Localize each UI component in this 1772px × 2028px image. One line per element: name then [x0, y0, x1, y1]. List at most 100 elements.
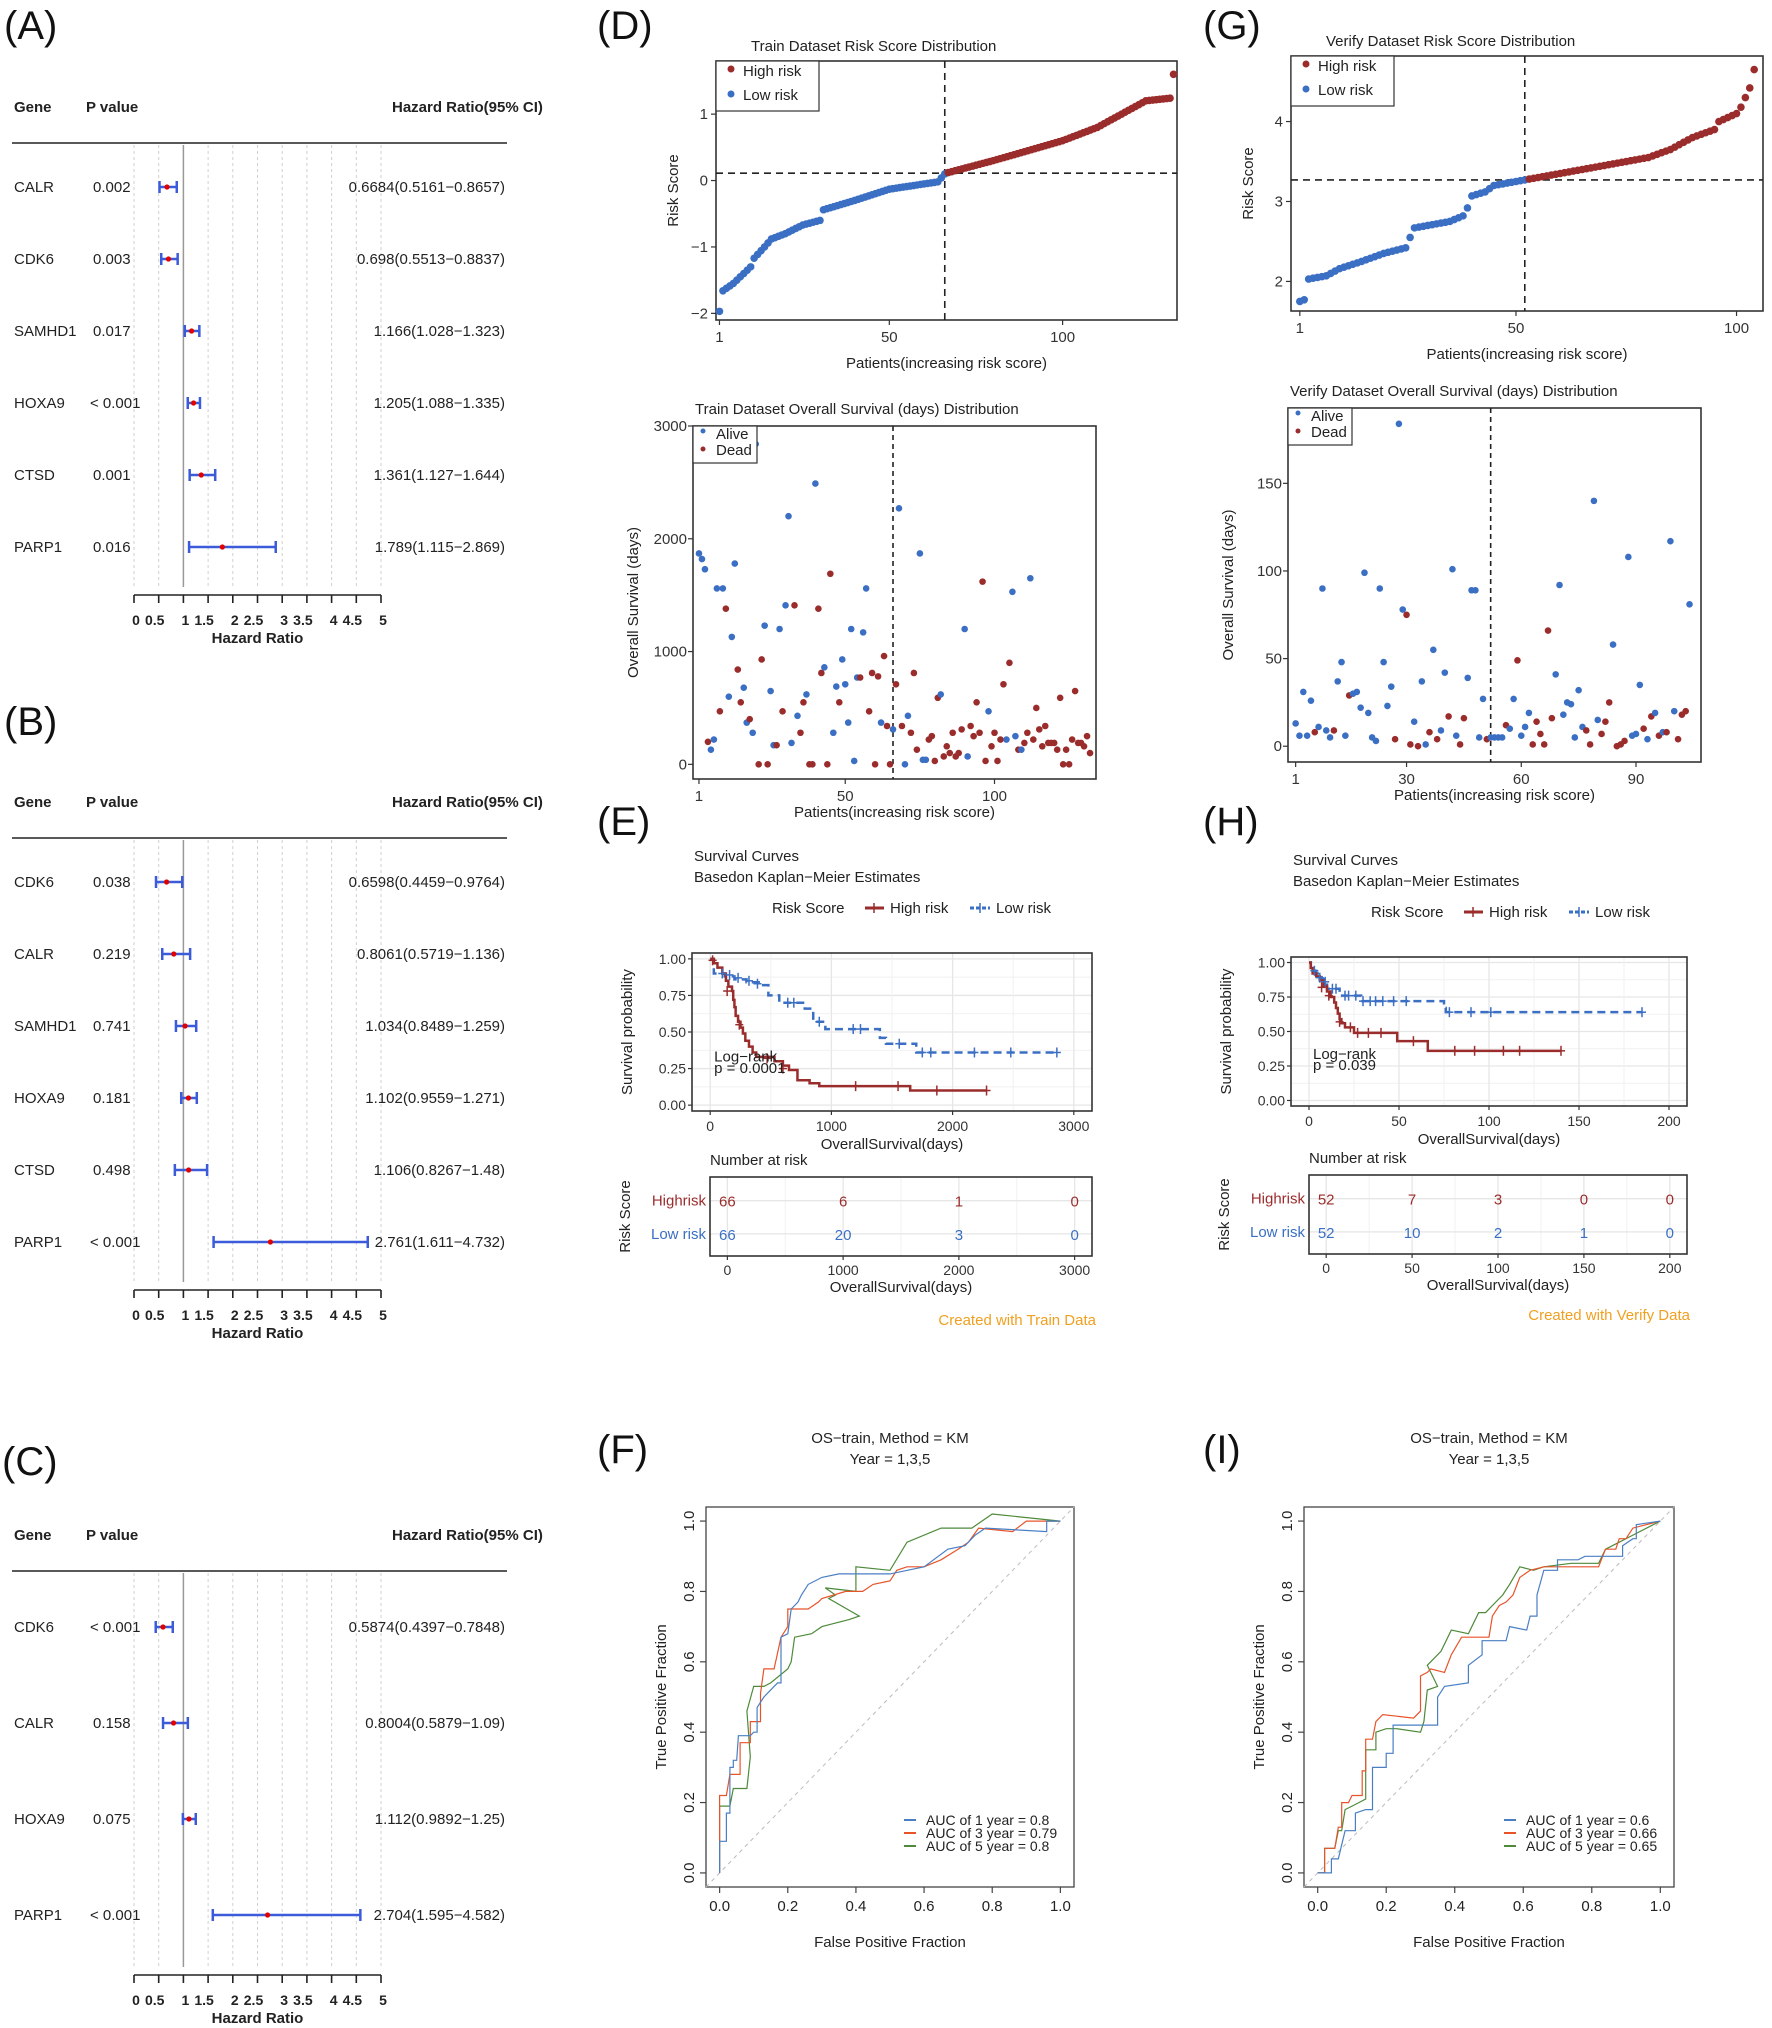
x-tick-label: 3: [280, 1307, 288, 1323]
hr-ci-text: 0.6684(0.5161−0.8657): [349, 179, 505, 196]
alive-point: [847, 625, 855, 633]
dead-point: [734, 666, 742, 673]
dead-point: [976, 729, 983, 737]
legend-dead-marker: [1295, 428, 1301, 434]
alive-point: [1003, 736, 1010, 743]
y-tick-label: 0.00: [1258, 1092, 1285, 1108]
forest-plot-b: Gene P value Hazard Ratio(95% CI) CDK6 0.038…: [12, 794, 543, 1342]
alive-point: [961, 625, 968, 633]
alive-point: [1012, 732, 1019, 740]
legend-high-label: High risk: [890, 900, 949, 917]
dead-point: [943, 742, 951, 750]
dead-point: [1582, 727, 1590, 734]
y-tick-label: 1.00: [1258, 955, 1285, 971]
alive-point: [1353, 688, 1361, 696]
alive-point: [1384, 702, 1391, 710]
y-tick-label: 0: [700, 173, 708, 190]
alive-point: [916, 550, 924, 557]
p-value: 0.016: [93, 539, 131, 556]
risk-count: 2: [1494, 1225, 1502, 1242]
risk-count: 52: [1318, 1225, 1335, 1242]
alive-point: [821, 664, 828, 671]
risk-x-tick-label: 2000: [943, 1262, 974, 1278]
alive-point: [698, 555, 706, 563]
hr-ci-text: 1.205(1.088−1.335): [374, 395, 505, 412]
hr-point: [186, 1167, 192, 1173]
legend-dead-label: Dead: [1311, 424, 1347, 441]
dead-point: [991, 729, 998, 737]
x-tick-label: 3.5: [293, 612, 313, 628]
hr-point: [182, 1023, 188, 1029]
alive-point: [1437, 727, 1445, 734]
gene-label: PARP1: [14, 1907, 62, 1924]
hr-point: [190, 400, 197, 406]
y-axis-label: Overall Survival (days): [1220, 510, 1237, 661]
x-tick-label: 0.4: [845, 1898, 866, 1915]
hr-point: [219, 544, 225, 550]
alive-point: [1334, 678, 1342, 685]
dead-point: [1330, 727, 1338, 734]
legend-label-5-year: AUC of 5 year = 0.8: [926, 1838, 1050, 1854]
x-tick-label: 2.5: [244, 1992, 264, 2008]
alive-point: [1609, 641, 1617, 648]
header-p-value: P value: [86, 794, 138, 811]
logrank-p-value: p = 0.039: [1313, 1057, 1376, 1074]
y-tick-label: 2000: [654, 531, 687, 548]
x-tick-label: 1: [1296, 320, 1304, 337]
x-tick-label: 0.5: [145, 612, 165, 628]
hr-ci-text: 1.361(1.127−1.644): [374, 467, 505, 484]
dead-point: [1514, 657, 1521, 664]
alive-point: [812, 480, 819, 487]
alive-point: [1472, 586, 1479, 594]
alive-point: [859, 629, 867, 636]
p-value: 0.181: [93, 1090, 131, 1107]
p-value: 0.219: [93, 946, 131, 963]
dead-point: [815, 605, 822, 613]
dead-point: [970, 732, 977, 740]
plot-frame: [1303, 1506, 1675, 1888]
alive-point: [1009, 588, 1016, 596]
x-axis-label: Hazard Ratio: [212, 2010, 304, 2027]
gene-label: SAMHD1: [14, 1018, 77, 1035]
dead-point: [1391, 735, 1399, 743]
x-tick-label: 0.4: [1444, 1898, 1465, 1915]
dead-point: [1621, 737, 1628, 745]
alive-point: [850, 757, 858, 765]
x-tick-label: 100: [982, 788, 1007, 805]
dead-point: [722, 605, 730, 613]
dead-point: [868, 669, 876, 677]
y-tick-label: 1.0: [1279, 1511, 1296, 1532]
hr-point: [267, 1239, 273, 1245]
km-title-line1: Survival Curves: [1293, 852, 1398, 869]
legend-high-label: High risk: [1489, 904, 1548, 921]
y-tick-label: 150: [1257, 475, 1282, 492]
dead-point: [1640, 725, 1647, 733]
risk-score-plot-d1: Train Dataset Risk Score Distribution −2 −…: [665, 38, 1178, 372]
p-value: 0.038: [93, 874, 131, 891]
panel-label-e: (E): [597, 800, 651, 844]
dead-point: [755, 761, 762, 768]
y-tick-label: 0.75: [659, 987, 686, 1003]
diagonal-reference: [705, 1506, 1075, 1888]
dead-point: [1071, 687, 1079, 695]
alive-point: [862, 585, 870, 592]
x-tick-label: 3: [280, 1992, 288, 2008]
dead-point: [883, 722, 891, 730]
alive-point: [1027, 574, 1034, 582]
x-tick-label: 1.0: [1650, 1898, 1671, 1915]
dead-point: [874, 673, 882, 680]
x-tick-label: 1: [1291, 771, 1299, 788]
dead-point: [1006, 659, 1013, 667]
alive-point: [964, 753, 971, 760]
alive-point: [937, 691, 945, 698]
dead-point: [910, 669, 918, 677]
y-tick-label: 3000: [654, 418, 687, 435]
legend-label-5-year: AUC of 5 year = 0.65: [1526, 1838, 1657, 1854]
alive-point: [1517, 732, 1525, 740]
alive-point: [1464, 674, 1472, 682]
y-tick-label: 0.25: [659, 1061, 686, 1077]
dead-point: [1540, 741, 1548, 748]
gene-label: CTSD: [14, 1162, 55, 1179]
dead-point: [1068, 736, 1076, 743]
alive-point: [749, 729, 757, 737]
